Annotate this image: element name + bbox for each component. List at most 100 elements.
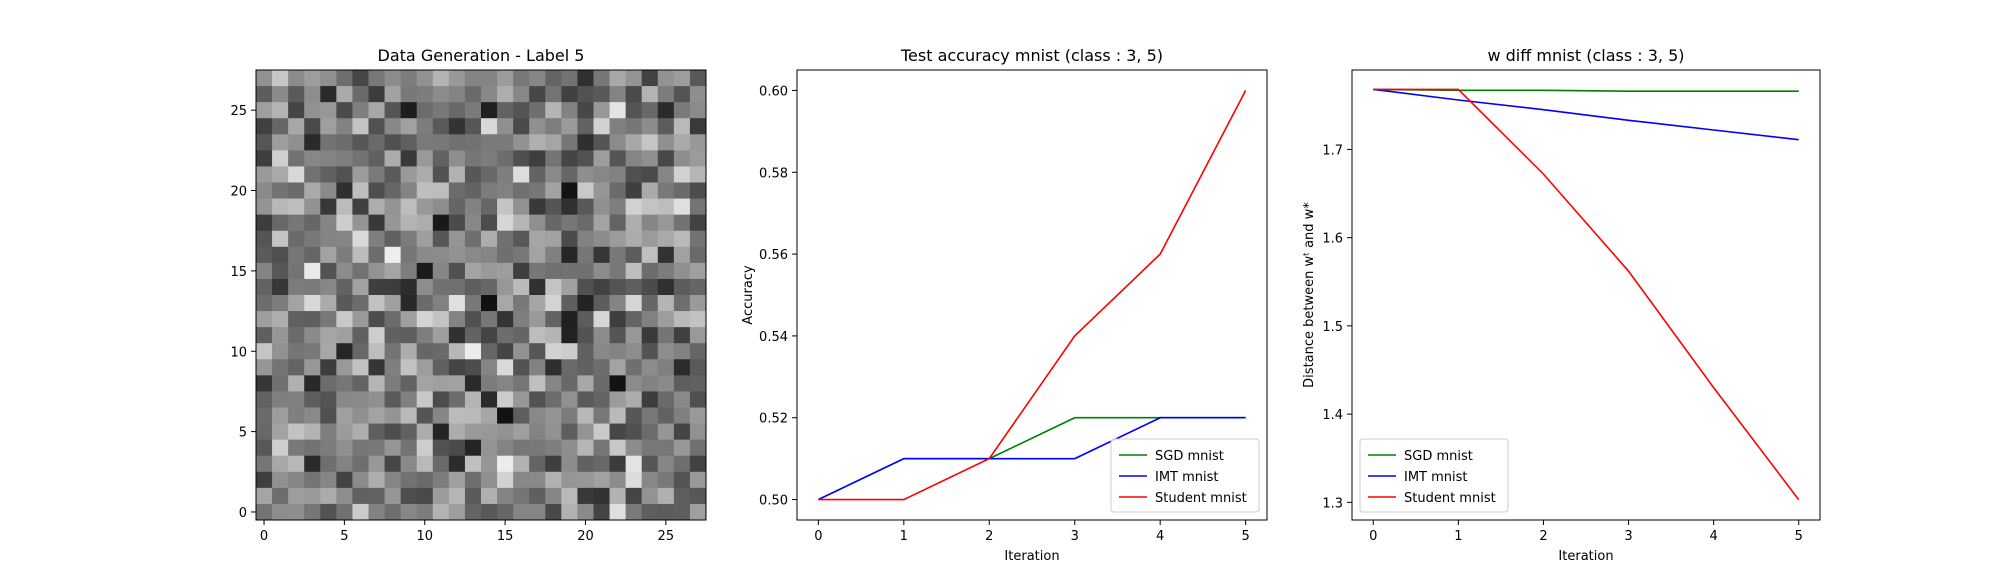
heatmap-cell [577, 182, 594, 199]
heatmap-cell [384, 359, 402, 376]
heatmap-cell [400, 503, 418, 521]
heatmap-cell [384, 311, 402, 328]
heatmap-cell [384, 343, 402, 360]
heatmap-cell [320, 471, 337, 489]
heatmap-cell [625, 327, 643, 344]
heatmap-cell [464, 150, 482, 167]
heatmap-cell [384, 375, 402, 392]
heatmap-cell [400, 198, 418, 216]
heatmap-cell [593, 359, 610, 376]
heatmap-cell [320, 359, 337, 376]
heatmap-cell [336, 198, 353, 216]
heatmap-cell [416, 423, 434, 441]
heatmap-cell [689, 391, 707, 408]
heatmap-cell [625, 70, 643, 87]
heatmap-cell [336, 391, 353, 408]
heatmap-cell [625, 150, 643, 167]
heatmap-cell [513, 295, 530, 312]
heatmap-cell [561, 102, 578, 119]
heatmap-cell [657, 407, 675, 424]
heatmap-cell [352, 102, 369, 119]
heatmap-cell [256, 327, 273, 344]
wdiff-x-tick-label: 1 [1454, 529, 1462, 544]
heatmap-cell [545, 278, 562, 296]
heatmap-cell [304, 471, 321, 489]
heatmap-cell [384, 278, 402, 296]
heatmap-cell [641, 375, 659, 392]
heatmap-cell [464, 439, 482, 457]
heatmap-cell [625, 214, 643, 232]
heatmap-cell [577, 86, 594, 103]
heatmap-cell [529, 423, 546, 441]
heatmap-cell [577, 70, 594, 87]
heatmap-cell [673, 295, 691, 312]
heatmap-cell [368, 359, 385, 376]
heatmap-cell [256, 343, 273, 360]
heatmap-cell [432, 262, 450, 280]
heatmap-cell [352, 503, 369, 521]
heatmap-cell [513, 311, 530, 328]
heatmap-cell [577, 118, 594, 135]
accuracy-x-tick-label: 0 [814, 529, 822, 544]
heatmap-cell [304, 278, 321, 296]
heatmap-cell [577, 407, 594, 424]
heatmap-cell [288, 86, 305, 103]
heatmap-cell [400, 278, 418, 296]
heatmap-cell [416, 311, 434, 328]
heatmap-cell [577, 230, 594, 248]
heatmap-cell [448, 423, 466, 441]
heatmap-cell [593, 70, 610, 87]
heatmap-cell [336, 70, 353, 87]
heatmap-cell [416, 246, 434, 264]
heatmap-cell [384, 262, 402, 280]
heatmap-cell [304, 86, 321, 103]
accuracy-y-tick-label: 0.56 [759, 248, 788, 263]
heatmap-cell [256, 278, 273, 296]
heatmap-cell [256, 230, 273, 248]
heatmap-cell [545, 118, 562, 135]
heatmap-cell [368, 150, 385, 167]
heatmap-cell [561, 407, 578, 424]
accuracy-series-line [818, 416, 1246, 501]
wdiff-y-tick-label: 1.7 [1322, 143, 1343, 158]
heatmap-cell [416, 375, 434, 392]
heatmap-cell [304, 295, 321, 312]
heatmap-cell [529, 311, 546, 328]
heatmap-cell [657, 391, 675, 408]
heatmap-cell [432, 150, 450, 167]
heatmap-cell [432, 198, 450, 216]
heatmap-cell [288, 407, 305, 424]
heatmap-cell [577, 423, 594, 441]
heatmap-cell [673, 487, 691, 505]
heatmap-cell [464, 423, 482, 441]
heatmap-cell [272, 343, 289, 360]
heatmap-cell [657, 230, 675, 248]
heatmap-cell [272, 439, 289, 457]
heatmap-y-tick-label: 15 [230, 265, 247, 280]
heatmap-cell [288, 118, 305, 135]
heatmap-cell [657, 150, 675, 167]
heatmap-cell [497, 439, 514, 457]
heatmap-cell [593, 278, 610, 296]
heatmap-cell [464, 471, 482, 489]
heatmap-cell [625, 311, 643, 328]
heatmap-cell [673, 391, 691, 408]
heatmap-cell [641, 359, 659, 376]
heatmap-cell [561, 278, 578, 296]
heatmap-cell [272, 198, 289, 216]
heatmap-cell [673, 118, 691, 135]
heatmap-cell [336, 278, 353, 296]
heatmap-cell [368, 166, 385, 183]
heatmap-cell [256, 214, 273, 232]
heatmap-cell [657, 471, 675, 489]
heatmap-cell [256, 423, 273, 441]
heatmap-cell [561, 86, 578, 103]
heatmap-cell [400, 407, 418, 424]
heatmap-cell [673, 375, 691, 392]
heatmap-cell [625, 471, 643, 489]
heatmap-cell [609, 407, 627, 424]
wdiff-legend: SGD mnist IMT mnist Student mnist [1359, 438, 1509, 513]
heatmap-cell [577, 439, 594, 457]
heatmap-cell [529, 134, 546, 151]
heatmap-cell [448, 327, 466, 344]
